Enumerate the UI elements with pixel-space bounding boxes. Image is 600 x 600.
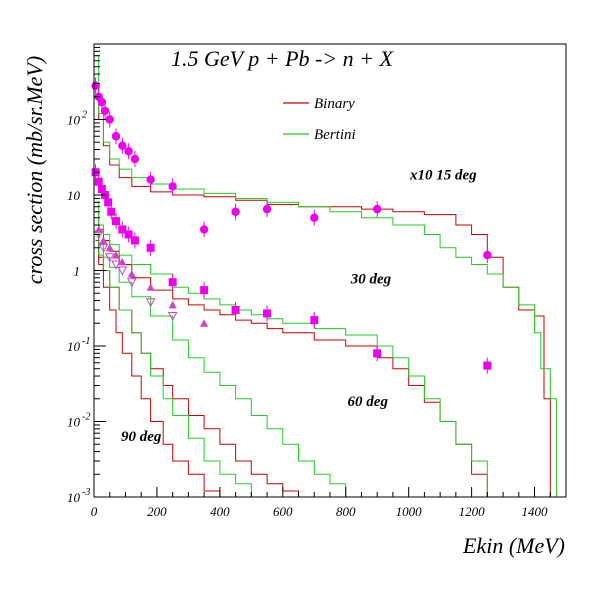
data-point-15-deg-7 bbox=[124, 147, 133, 156]
data-point-90-deg-5 bbox=[126, 278, 137, 288]
data-point-60-deg-4 bbox=[118, 257, 127, 266]
x-tick-label: 400 bbox=[210, 504, 230, 519]
annotation-90-deg: 90 deg bbox=[121, 429, 162, 445]
annotation-30-deg: 30 deg bbox=[350, 272, 392, 288]
data-point-60-deg-5 bbox=[127, 269, 136, 278]
x-tick-label: 1000 bbox=[396, 504, 423, 519]
data-point-15-deg-11 bbox=[199, 225, 209, 234]
data-point-30-deg-2 bbox=[97, 185, 106, 194]
data-point-30-deg-16 bbox=[373, 349, 382, 358]
data-point-60-deg-3 bbox=[112, 251, 121, 259]
x-tick-label: 1400 bbox=[522, 504, 549, 519]
data-point-15-deg-10 bbox=[168, 182, 177, 191]
series-line-bertini-60-deg bbox=[95, 224, 349, 497]
data-point-90-deg-3 bbox=[111, 260, 121, 270]
data-point-15-deg-3 bbox=[100, 106, 110, 116]
data-point-15-deg-16 bbox=[483, 250, 492, 260]
data-point-60-deg-6 bbox=[146, 283, 155, 291]
y-tick-exponent: -3 bbox=[82, 487, 90, 498]
y-tick-exponent: -1 bbox=[82, 336, 90, 347]
data-point-30-deg-14 bbox=[263, 309, 272, 318]
data-point-15-deg-0 bbox=[91, 81, 100, 90]
data-point-90-deg-1 bbox=[98, 243, 109, 253]
legend-label-binary: Binary bbox=[314, 96, 355, 112]
data-point-60-deg-8 bbox=[200, 319, 209, 327]
data-point-90-deg-6 bbox=[145, 298, 156, 308]
data-point-90-deg-4 bbox=[117, 266, 128, 276]
data-point-15-deg-8 bbox=[130, 154, 140, 164]
annotation-x10-15-deg: x10 15 deg bbox=[409, 168, 477, 184]
data-point-15-deg-4 bbox=[105, 115, 114, 124]
x-tick-label: 0 bbox=[91, 504, 98, 519]
data-point-30-deg-6 bbox=[112, 217, 121, 226]
data-point-15-deg-15 bbox=[373, 204, 382, 214]
x-tick-label: 600 bbox=[273, 504, 293, 519]
data-point-30-deg-11 bbox=[168, 278, 177, 287]
y-tick-exponent: -2 bbox=[82, 412, 90, 423]
data-point-60-deg-2 bbox=[105, 243, 114, 252]
data-point-15-deg-6 bbox=[118, 141, 127, 150]
data-point-30-deg-9 bbox=[130, 236, 139, 245]
y-tick-label: 10 bbox=[67, 415, 81, 430]
y-tick-label: 10 bbox=[67, 113, 81, 128]
series-line-binary-90-deg bbox=[95, 240, 223, 497]
legend-label-bertini: Bertini bbox=[314, 127, 356, 143]
data-point-30-deg-13 bbox=[231, 305, 240, 314]
y-tick-exponent: 2 bbox=[82, 110, 87, 121]
data-point-90-deg-7 bbox=[167, 311, 178, 322]
x-axis-label: Ekin (MeV) bbox=[462, 533, 565, 558]
data-point-30-deg-12 bbox=[200, 286, 209, 295]
series-line-bertini-15-deg bbox=[95, 55, 560, 497]
data-point-30-deg-1 bbox=[94, 177, 103, 186]
annotation-60-deg: 60 deg bbox=[348, 394, 389, 410]
data-point-15-deg-2 bbox=[97, 97, 107, 107]
x-tick-label: 200 bbox=[147, 504, 167, 519]
data-point-30-deg-17 bbox=[483, 361, 492, 370]
data-point-90-deg-2 bbox=[104, 253, 115, 263]
chart-title: 1.5 GeV p + Pb -> n + X bbox=[171, 46, 394, 71]
y-tick-label: 1 bbox=[74, 264, 81, 279]
y-tick-label: 10 bbox=[67, 188, 81, 203]
series-line-bertini-30-deg bbox=[95, 201, 491, 497]
data-point-15-deg-5 bbox=[111, 132, 121, 141]
data-point-30-deg-8 bbox=[124, 230, 133, 239]
y-tick-label: 10 bbox=[67, 339, 81, 354]
data-point-15-deg-12 bbox=[231, 207, 240, 216]
data-point-30-deg-15 bbox=[310, 316, 319, 325]
data-point-30-deg-7 bbox=[118, 225, 127, 234]
data-point-15-deg-13 bbox=[262, 204, 272, 214]
y-tick-label: 10 bbox=[67, 490, 81, 505]
data-point-15-deg-9 bbox=[146, 175, 155, 184]
data-point-30-deg-10 bbox=[146, 243, 155, 252]
marker-layer bbox=[91, 77, 492, 374]
y-axis-label: cross section (mb/sr.MeV) bbox=[22, 56, 47, 284]
tick-layer bbox=[93, 46, 567, 498]
x-tick-label: 1200 bbox=[459, 504, 486, 519]
data-point-60-deg-1 bbox=[99, 236, 108, 244]
data-point-60-deg-7 bbox=[168, 300, 177, 309]
x-tick-label: 800 bbox=[336, 504, 356, 519]
data-point-30-deg-5 bbox=[107, 207, 116, 216]
data-point-15-deg-14 bbox=[310, 213, 319, 222]
data-point-30-deg-4 bbox=[104, 198, 113, 207]
series-line-bertini-90-deg bbox=[95, 234, 255, 497]
